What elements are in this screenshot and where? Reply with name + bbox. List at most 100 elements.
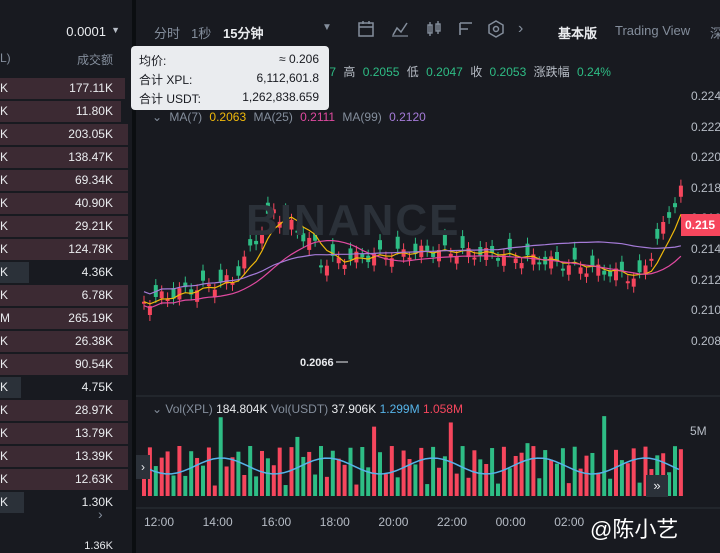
trade-row-amount: K: [0, 403, 9, 417]
candle-body: [389, 258, 394, 267]
volume-bar: [525, 443, 530, 496]
candle-body: [531, 254, 536, 265]
trade-row-depth-bar: [0, 354, 129, 375]
expand-chevron-icon[interactable]: ›: [98, 506, 103, 522]
indicator-icon[interactable]: [390, 19, 410, 39]
trade-row-depth-bar: [0, 147, 129, 168]
candle-body: [560, 268, 565, 271]
column-header: L) 成交额: [0, 48, 132, 68]
trade-row-amount: K: [0, 173, 9, 187]
candle-body: [513, 258, 518, 264]
interval-time-tab[interactable]: 分时: [154, 26, 181, 41]
candle-body: [584, 273, 589, 277]
candle-body: [301, 233, 306, 242]
trade-row-turnover: 13.79K: [74, 426, 113, 440]
calendar-icon[interactable]: [356, 19, 376, 39]
volume-bar: [578, 468, 583, 496]
candle-body: [448, 253, 453, 257]
volume-bar: [348, 447, 353, 496]
time-axis: 12:00 14:00 16:00 18:00 20:00 22:00 00:00 02:00: [136, 508, 720, 538]
volume-ma-line: [141, 457, 680, 475]
volume-bar: [442, 456, 447, 496]
candle-body: [596, 264, 601, 276]
trade-row-depth-bar: [0, 124, 129, 145]
interval-1s-tab[interactable]: 1秒: [191, 26, 212, 41]
volume-bar: [673, 446, 677, 496]
candle-body: [283, 209, 288, 222]
trade-row: K 177.11K: [0, 77, 132, 100]
trade-row-turnover: 203.05K: [68, 127, 113, 141]
volume-bar: [431, 446, 436, 496]
candle-body: [673, 203, 677, 208]
volume-bar: [248, 446, 253, 496]
vol-ma1-value: 1.299M: [379, 402, 420, 416]
interval-15m-tab[interactable]: 15分钟: [223, 26, 264, 41]
tab-tradingview[interactable]: Trading View: [615, 23, 691, 38]
high-label: 高: [343, 65, 356, 79]
volume-bar: [501, 446, 506, 496]
close-label: 收: [470, 65, 483, 79]
bottom-value: 1.36K: [84, 540, 113, 552]
volume-bar: [448, 422, 453, 496]
candle-body: [248, 239, 253, 246]
scroll-left-button[interactable]: ›: [136, 455, 150, 479]
candle-body: [643, 265, 648, 274]
trade-row: K 6.78K: [0, 284, 132, 307]
trade-row-turnover: 29.21K: [74, 219, 113, 233]
last-price-tag: 0.215: [681, 214, 720, 236]
candle-body: [159, 291, 164, 299]
candle-body: [289, 219, 294, 230]
candle-body: [165, 298, 170, 302]
volume-bar: [484, 464, 489, 496]
volume-bar: [496, 483, 500, 496]
settings-hex-icon[interactable]: [486, 19, 506, 39]
trade-row-turnover: 265.19K: [68, 311, 113, 325]
volume-bar: [283, 485, 288, 496]
volume-bar: [171, 475, 176, 496]
trade-row-turnover: 28.97K: [74, 403, 113, 417]
candle-body: [183, 282, 188, 288]
candlestick-chart[interactable]: [136, 56, 720, 553]
trade-row-amount: K: [0, 196, 9, 210]
volume-bar: [330, 450, 335, 496]
candle-body: [466, 248, 471, 258]
tab-basic-view[interactable]: 基本版: [558, 26, 598, 41]
candle-body: [336, 257, 341, 264]
interval-dropdown-icon[interactable]: ▼: [322, 22, 332, 33]
price-tick-label: 0.220: [691, 150, 720, 165]
vol-collapse-icon[interactable]: ⌄: [152, 402, 166, 416]
trade-row-turnover: 11.80K: [75, 104, 113, 118]
trade-row-depth-bar: [0, 469, 129, 490]
volume-bar: [555, 463, 559, 496]
tab-depth[interactable]: 深: [710, 26, 720, 41]
volume-bar: [372, 426, 377, 496]
volume-bar: [537, 478, 542, 496]
candle-type-icon[interactable]: [424, 19, 444, 39]
ma7-label: MA(7): [169, 110, 203, 124]
price-tick-label: 0.212: [691, 272, 720, 287]
trade-row: K 124.78K: [0, 238, 132, 261]
precision-selector[interactable]: 0.0001 ▼: [0, 0, 132, 44]
trade-row: K 12.63K: [0, 468, 132, 491]
trade-row-amount: M: [0, 311, 10, 325]
compare-icon[interactable]: [456, 19, 476, 39]
chevron-right-icon[interactable]: ›: [518, 20, 524, 37]
volume-bar: [531, 446, 536, 496]
trade-row: K 4.36K: [0, 261, 132, 284]
candle-body: [189, 289, 194, 295]
candle-body: [555, 251, 559, 261]
candle-body: [319, 265, 323, 268]
trade-row-turnover: 13.39K: [74, 449, 113, 463]
ma-collapse-icon[interactable]: ⌄: [152, 110, 163, 124]
trade-row: K 69.34K: [0, 169, 132, 192]
trade-row-turnover: 90.54K: [74, 357, 113, 371]
volume-bar: [407, 459, 412, 496]
trade-row-turnover: 26.38K: [74, 334, 113, 348]
candle-body: [171, 288, 176, 299]
volume-bar: [643, 446, 648, 496]
trade-row-amount: K: [0, 242, 9, 256]
vol-usdt-label: Vol(USDT): [270, 402, 329, 416]
candle-body: [578, 267, 583, 274]
scroll-right-button[interactable]: »: [646, 475, 668, 497]
volume-bar: [507, 468, 512, 496]
